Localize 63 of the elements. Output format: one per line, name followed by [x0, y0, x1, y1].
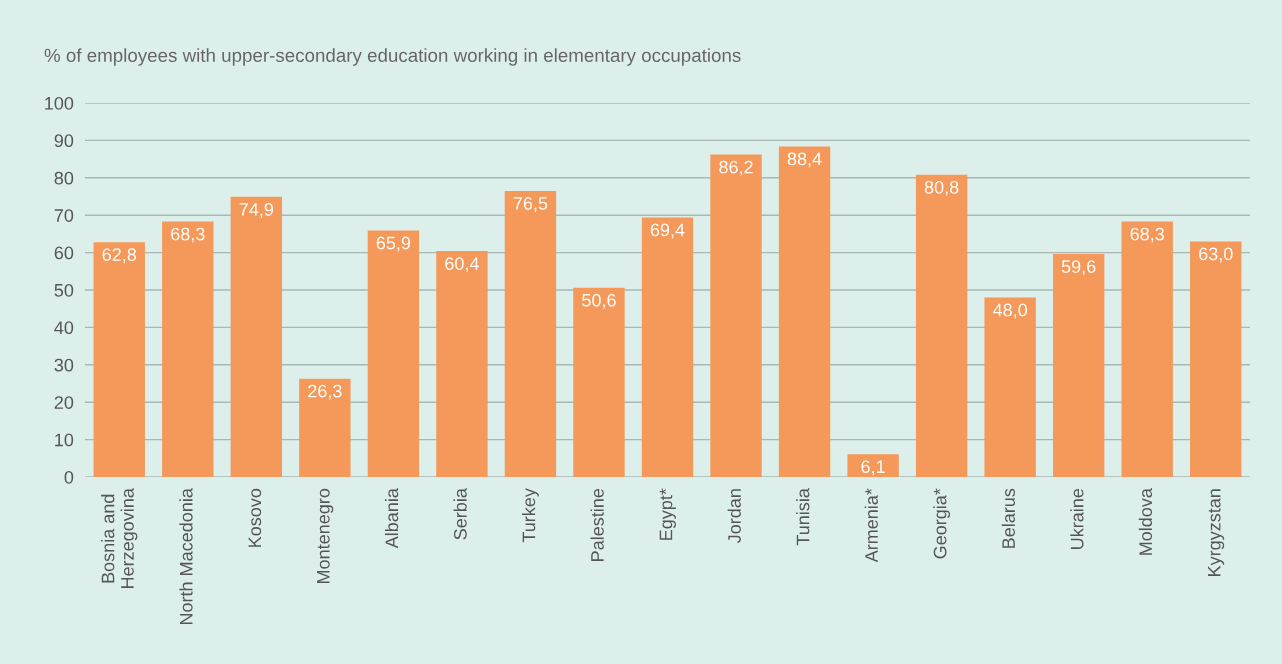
x-tick-label: Jordan	[727, 489, 741, 544]
bar	[641, 217, 694, 477]
y-tick-label: 20	[54, 396, 74, 409]
data-label: 50,6	[582, 293, 616, 309]
data-label: 74,9	[239, 202, 274, 218]
y-tick-label: 90	[54, 134, 74, 148]
data-label: 80,8	[924, 180, 959, 196]
data-label: 69,4	[650, 223, 685, 239]
x-tick-label: Belarus	[1001, 488, 1015, 548]
bar	[436, 251, 488, 477]
bar	[1190, 241, 1242, 477]
x-tick-label: Turkey	[522, 488, 539, 543]
x-tick-label: Bosnia and Herzegovina	[101, 488, 138, 588]
bar	[710, 154, 762, 477]
bar	[1052, 254, 1105, 477]
data-label: 60,4	[445, 257, 479, 273]
data-label: 48,0	[992, 303, 1028, 319]
data-label: 63,0	[1199, 247, 1233, 263]
x-tick-label: Moldova	[1138, 488, 1153, 555]
data-label: 65,9	[376, 236, 411, 252]
x-tick-label: Georgia*	[933, 488, 951, 559]
data-label: 68,3	[1130, 227, 1164, 243]
bar	[504, 190, 557, 477]
x-tick-label: Kosovo	[248, 488, 262, 547]
bar	[847, 454, 899, 477]
x-tick-label: Tunisia	[796, 488, 810, 546]
bar	[299, 378, 351, 477]
y-tick-label: 60	[54, 246, 74, 260]
x-tick-label: Egypt*	[659, 488, 676, 540]
y-tick-label: 30	[54, 358, 74, 372]
x-tick-label: Kyrgyzstan	[1207, 489, 1225, 576]
data-label: 86,2	[719, 160, 753, 176]
bar	[230, 196, 283, 477]
x-tick-label: Albania	[384, 488, 399, 549]
bar	[93, 242, 145, 477]
data-label: 59,6	[1061, 260, 1096, 276]
x-tick-label: Palestine	[590, 488, 604, 561]
data-label: 62,8	[102, 248, 137, 264]
bar	[1121, 221, 1173, 477]
bar	[162, 221, 214, 477]
x-tick-label: Armenia*	[864, 488, 878, 563]
y-tick-label: 40	[54, 321, 74, 335]
y-tick-label: 0	[64, 470, 74, 484]
bar	[915, 174, 968, 477]
data-label: 68,3	[171, 227, 205, 243]
y-tick-label: 10	[55, 433, 74, 447]
bar	[573, 287, 625, 477]
bar	[984, 297, 1036, 477]
data-label: 26,3	[308, 384, 342, 400]
x-tick-label: North Macedonia	[179, 488, 193, 625]
bar	[367, 230, 420, 477]
bar	[778, 146, 831, 477]
x-tick-label: Montenegro	[317, 488, 334, 583]
y-tick-label: 80	[54, 171, 74, 185]
chart-title: % of employees with upper-secondary education working in elementary occupations	[44, 48, 741, 66]
y-tick-label: 70	[54, 209, 74, 222]
y-tick-label: 50	[54, 283, 74, 297]
x-tick-label: Serbia	[453, 488, 467, 540]
y-tick-label: 100	[45, 96, 74, 110]
data-label: 88,4	[787, 152, 822, 168]
x-tick-label: Ukraine	[1070, 488, 1084, 549]
data-label: 6,1	[861, 460, 885, 476]
data-label: 76,5	[513, 196, 548, 212]
